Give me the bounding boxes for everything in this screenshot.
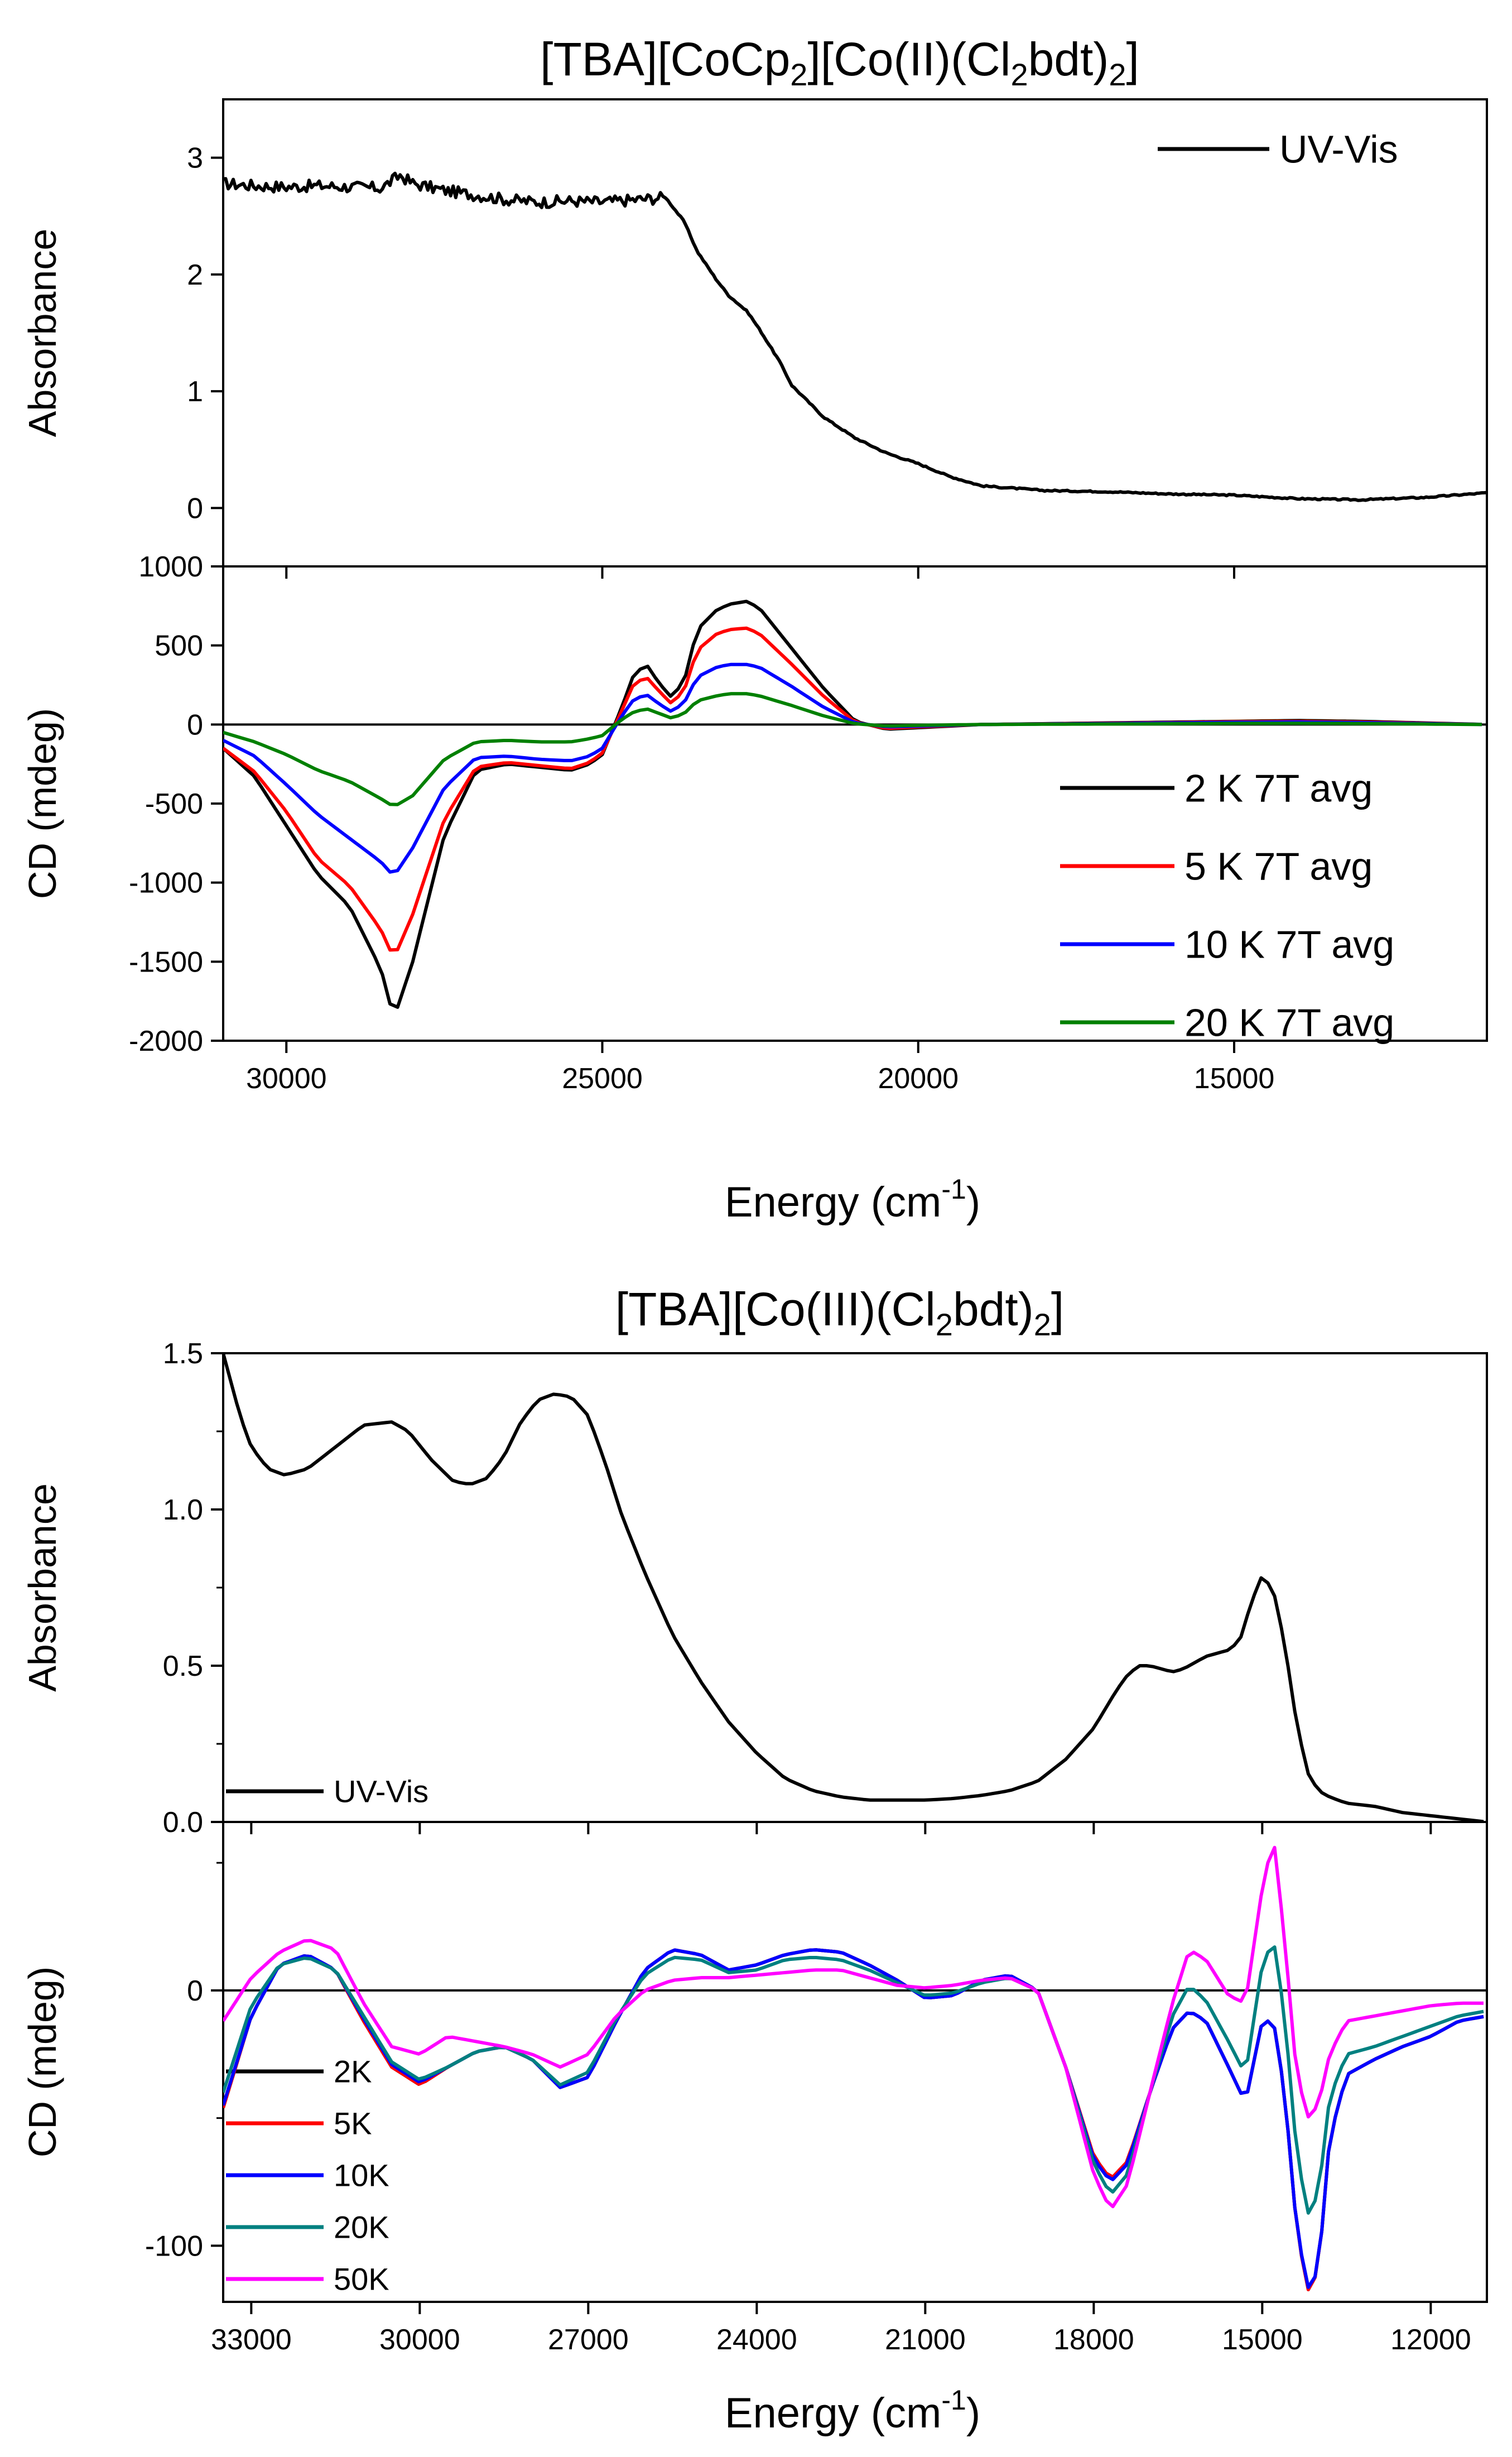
top-title-sub: 2 <box>790 57 807 92</box>
y-tick-label: 2 <box>187 259 203 291</box>
x-tick-label: 33000 <box>211 2324 292 2356</box>
bottom-title-part: ] <box>1051 1283 1064 1335</box>
panel-bottom-cd: -100 0 33000 30000 27000 24000 21000 18000 15000… <box>21 1821 1488 2356</box>
y-tick-label: 3 <box>187 142 203 175</box>
legend-label: 10K <box>334 2158 389 2193</box>
bottom-title-part: [TBA][Co(III)(Cl <box>615 1283 936 1335</box>
legend-label: 20 K 7T avg <box>1184 1001 1394 1045</box>
x-label-sup: -1 <box>941 1174 966 1205</box>
y-tick-label: 0.0 <box>163 1806 203 1839</box>
y-axis-label: Absorbance <box>21 1483 64 1692</box>
y-tick-label: -1500 <box>129 946 203 978</box>
x-tick-label: 12000 <box>1390 2324 1471 2356</box>
panel-top-cd: -2000 -1500 -1000 -500 0 500 1000 30000 25000 200… <box>21 551 1488 1095</box>
series-line-uv-vis <box>223 171 1487 502</box>
x-tick-label: 20000 <box>878 1062 959 1095</box>
bottom-title-sub: 2 <box>1034 1307 1051 1342</box>
y-tick-label: 500 <box>155 630 203 662</box>
y-axis-label: CD (mdeg) <box>21 1966 64 2157</box>
panel-bottom-absorbance: 0.0 0.5 1.0 1.5 Absorbance UV-Vis <box>21 1338 1488 1839</box>
legend-label: 5 K 7T avg <box>1184 845 1373 888</box>
x-tick-label: 30000 <box>246 1062 327 1095</box>
x-label-part: ) <box>966 2389 980 2437</box>
x-tick-label: 27000 <box>548 2324 629 2356</box>
plot-frame <box>222 1821 1488 2303</box>
series-line-20k <box>223 1945 1484 2215</box>
y-tick-label: 1.5 <box>163 1338 203 1370</box>
top-title-sub: 2 <box>1010 57 1028 92</box>
y-tick-label: -2000 <box>129 1025 203 1057</box>
x-tick-label: 18000 <box>1053 2324 1134 2356</box>
legend-label: 50K <box>334 2262 389 2297</box>
x-tick-label: 21000 <box>885 2324 966 2356</box>
panel-top-absorbance: 0 1 2 3 Absorbance UV-Vis <box>21 98 1488 579</box>
legend-label: UV-Vis <box>334 1774 428 1809</box>
x-tick-label: 30000 <box>379 2324 460 2356</box>
x-tick-label: 15000 <box>1222 2324 1303 2356</box>
top-title-part: ][Co(II)(Cl <box>807 33 1010 85</box>
y-tick-label: 1000 <box>138 551 203 583</box>
y-axis-label: CD (mdeg) <box>21 708 64 899</box>
bottom-title: [TBA][Co(III)(Cl2bdt)2] <box>615 1283 1064 1342</box>
plot-frame <box>222 1352 1488 1823</box>
legend-label: 20K <box>334 2210 389 2245</box>
bottom-title-part: bdt) <box>953 1283 1034 1335</box>
bottom-x-axis-label: Energy (cm-1) <box>725 2384 980 2437</box>
legend-label: 5K <box>334 2106 372 2141</box>
x-label-part: Energy (cm <box>725 2389 942 2437</box>
legend-label: 2 K 7T avg <box>1184 767 1373 810</box>
legend-label: 10 K 7T avg <box>1184 923 1394 967</box>
legend-label: 2K <box>334 2054 372 2089</box>
top-title-part: [TBA][CoCp <box>540 33 790 85</box>
x-tick-label: 25000 <box>562 1062 643 1095</box>
y-axis-label: Absorbance <box>21 229 64 437</box>
y-tick-label: 1 <box>187 376 203 408</box>
x-tick-label: 24000 <box>716 2324 797 2356</box>
top-title-sub: 2 <box>1109 57 1126 92</box>
y-tick-label: 0 <box>187 1975 203 2007</box>
top-x-axis-label: Energy (cm-1) <box>725 1174 980 1226</box>
y-tick-label: 0.5 <box>163 1650 203 1682</box>
x-label-sup: -1 <box>941 2384 966 2416</box>
x-label-part: Energy (cm <box>725 1179 942 1226</box>
top-title: [TBA][CoCp2][Co(II)(Cl2bdt)2] <box>540 33 1139 92</box>
y-tick-label: 0 <box>187 709 203 741</box>
legend-label: UV-Vis <box>1279 128 1398 171</box>
series-line-uv-vis <box>223 1353 1484 1822</box>
y-tick-label: -100 <box>145 2230 203 2262</box>
bottom-title-sub: 2 <box>936 1307 953 1342</box>
y-tick-label: 0 <box>187 492 203 525</box>
top-title-part: bdt) <box>1028 33 1109 85</box>
x-label-part: ) <box>966 1179 980 1226</box>
series-line-20-k-7t-avg <box>223 692 1482 806</box>
series-line-50k <box>223 1845 1484 2209</box>
y-tick-label: -1000 <box>129 867 203 900</box>
x-tick-label: 15000 <box>1194 1062 1275 1095</box>
y-tick-label: -500 <box>145 788 203 820</box>
y-tick-label: 1.0 <box>163 1494 203 1526</box>
top-title-part: ] <box>1126 33 1139 85</box>
